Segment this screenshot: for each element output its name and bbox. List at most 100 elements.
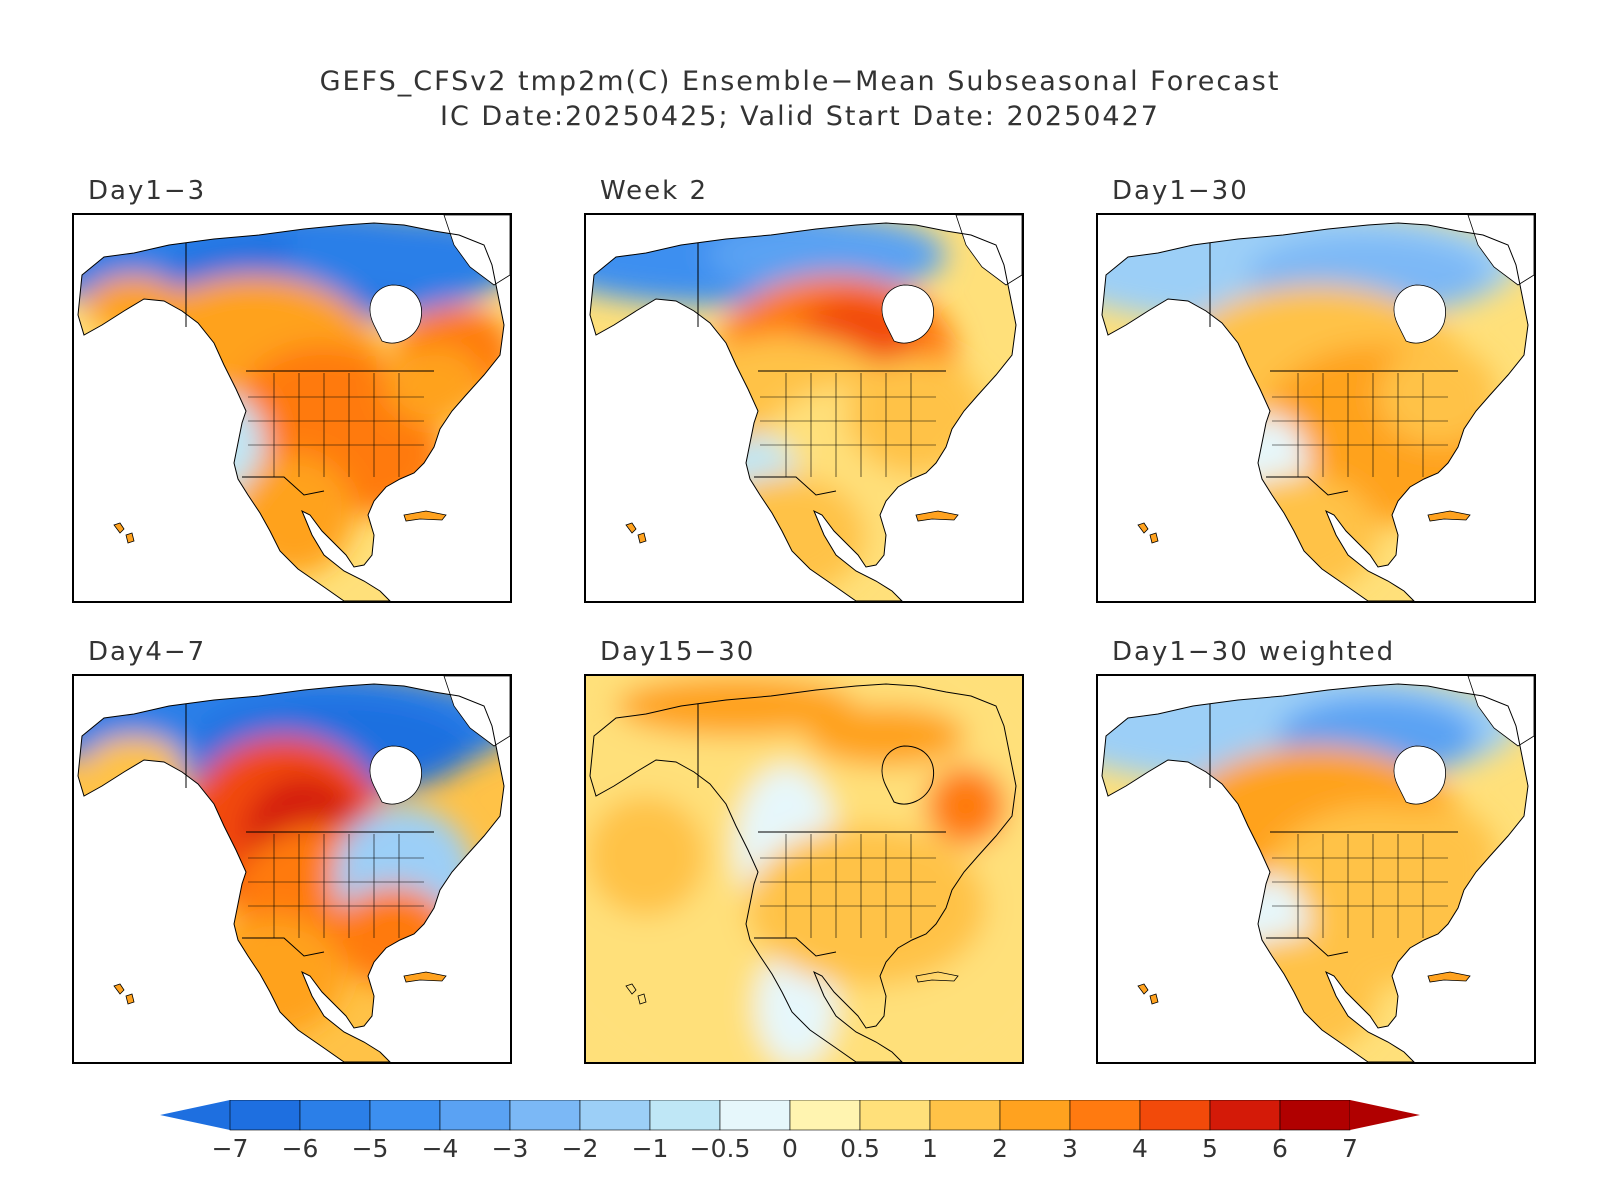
hudson-bay bbox=[369, 745, 422, 805]
panel-label-day4-7: Day4−7 bbox=[88, 637, 207, 667]
cuba-island bbox=[915, 510, 959, 522]
colorbar-bin bbox=[579, 1100, 651, 1131]
colorbar-tick-label: 4 bbox=[1132, 1134, 1148, 1163]
hawaii-island bbox=[625, 522, 647, 544]
greenland-blank bbox=[443, 676, 510, 747]
cuba-island bbox=[403, 510, 447, 522]
map-panel-day4-7 bbox=[72, 674, 512, 1064]
anomaly-field bbox=[78, 223, 504, 601]
map-panel-day15-30 bbox=[584, 674, 1024, 1064]
colorbar-tick-label: −3 bbox=[492, 1134, 529, 1163]
colorbar-bin bbox=[1209, 1100, 1281, 1131]
map-panel-day1-30-weighted bbox=[1096, 674, 1536, 1064]
anomaly-field bbox=[590, 223, 1016, 601]
us-mexico-border bbox=[242, 476, 325, 496]
anomaly-field bbox=[78, 684, 504, 1062]
panel-label-day15-30: Day15−30 bbox=[600, 637, 756, 667]
colorbar-bin bbox=[299, 1100, 371, 1131]
colorbar-bin bbox=[789, 1100, 861, 1131]
hudson-bay bbox=[1393, 745, 1446, 805]
anomaly-region bbox=[1378, 345, 1498, 445]
state-boundaries bbox=[248, 373, 424, 477]
us-mexico-border bbox=[1266, 476, 1349, 496]
anomaly-region bbox=[1218, 936, 1378, 1056]
colorbar-tick-label: 7 bbox=[1342, 1134, 1358, 1163]
colorbar-tick-label: 3 bbox=[1062, 1134, 1078, 1163]
greenland-blank bbox=[443, 215, 510, 286]
cuba-island bbox=[1427, 510, 1471, 522]
coastline bbox=[589, 222, 1017, 601]
state-boundaries bbox=[1272, 834, 1448, 938]
hudson-bay bbox=[369, 284, 422, 344]
colorbar-bin bbox=[999, 1100, 1071, 1131]
colorbar-tick-label: −5 bbox=[352, 1134, 389, 1163]
anomaly-region bbox=[846, 355, 986, 475]
anomaly-region bbox=[234, 455, 354, 575]
panel-label-day1-30-weighted: Day1−30 weighted bbox=[1112, 637, 1396, 667]
anomaly-field bbox=[1102, 684, 1528, 1062]
colorbar-tick-label: −7 bbox=[212, 1134, 249, 1163]
state-boundaries bbox=[248, 834, 424, 938]
us-mexico-border bbox=[754, 476, 837, 496]
map-svg-day4-7 bbox=[77, 676, 510, 1062]
hudson-bay bbox=[1393, 284, 1446, 344]
colorbar-bin bbox=[229, 1100, 301, 1131]
map-svg-day15-30 bbox=[586, 676, 1022, 1062]
colorbar-bin bbox=[649, 1100, 721, 1131]
us-mexico-border bbox=[754, 937, 837, 957]
colorbar-tick-label: −1 bbox=[632, 1134, 669, 1163]
cuba-island bbox=[403, 971, 447, 983]
hawaii-island bbox=[1137, 522, 1159, 544]
hudson-bay-outline bbox=[881, 745, 934, 805]
colorbar-arrow-right bbox=[1350, 1100, 1420, 1130]
us-mexico-border bbox=[242, 937, 325, 957]
colorbar-tick-label: 6 bbox=[1272, 1134, 1288, 1163]
coastline bbox=[77, 222, 505, 601]
hawaii-island bbox=[113, 983, 135, 1005]
colorbar-bin bbox=[719, 1100, 791, 1131]
map-svg-day1-30-weighted bbox=[1101, 676, 1534, 1062]
hawaii-island bbox=[1137, 983, 1159, 1005]
state-boundaries bbox=[760, 373, 936, 477]
colorbar-bin bbox=[1139, 1100, 1211, 1131]
colorbar-bin bbox=[929, 1100, 1001, 1131]
greenland-blank bbox=[1467, 215, 1534, 286]
colorbar-tick-label: −2 bbox=[562, 1134, 599, 1163]
colorbar-tick-label: 5 bbox=[1202, 1134, 1218, 1163]
hawaii-island bbox=[625, 983, 647, 1005]
hawaii-island bbox=[113, 522, 135, 544]
colorbar-tick-label: −6 bbox=[282, 1134, 319, 1163]
anomaly-region bbox=[1218, 475, 1378, 595]
colorbar-bin bbox=[859, 1100, 931, 1131]
greenland-blank bbox=[955, 215, 1022, 286]
map-panel-day1-3 bbox=[72, 213, 512, 603]
state-boundaries bbox=[1272, 373, 1448, 477]
coastline bbox=[1101, 683, 1529, 1062]
map-svg-day1-30 bbox=[1101, 215, 1534, 601]
anomaly-field bbox=[586, 676, 1022, 1062]
us-mexico-border bbox=[1266, 937, 1349, 957]
colorbar-tick-label: 1 bbox=[922, 1134, 938, 1163]
cuba-island bbox=[915, 971, 959, 983]
colorbar-tick-label: 0.5 bbox=[840, 1134, 880, 1163]
colorbar-tick-label: 0 bbox=[782, 1134, 798, 1163]
colorbar-tick-label: 2 bbox=[992, 1134, 1008, 1163]
colorbar-bin bbox=[509, 1100, 581, 1131]
chart-title-line-2: IC Date:20250425; Valid Start Date: 2025… bbox=[440, 101, 1160, 132]
colorbar-bin bbox=[369, 1100, 441, 1131]
cuba-island bbox=[1427, 971, 1471, 983]
colorbar-tick-label: −4 bbox=[422, 1134, 459, 1163]
state-boundaries bbox=[760, 834, 936, 938]
coastline bbox=[1101, 222, 1529, 601]
anomaly-region bbox=[616, 676, 856, 736]
map-panel-day1-30 bbox=[1096, 213, 1536, 603]
coastline bbox=[77, 683, 505, 1062]
colorbar-bin bbox=[1069, 1100, 1141, 1131]
anomaly-region bbox=[1378, 806, 1498, 906]
colorbar-legend: −7 −6 −5 −4 −3 −2 −1 −0.5 0 0.5 1 2 3 4 5 6 7 bbox=[160, 1100, 1420, 1163]
map-svg-week2 bbox=[589, 215, 1022, 601]
greenland-blank bbox=[1467, 676, 1534, 747]
chart-title-line-1: GEFS_CFSv2 tmp2m(C) Ensemble−Mean Subsea… bbox=[319, 66, 1281, 97]
anomaly-region bbox=[586, 796, 706, 916]
colorbar-bin bbox=[439, 1100, 511, 1131]
